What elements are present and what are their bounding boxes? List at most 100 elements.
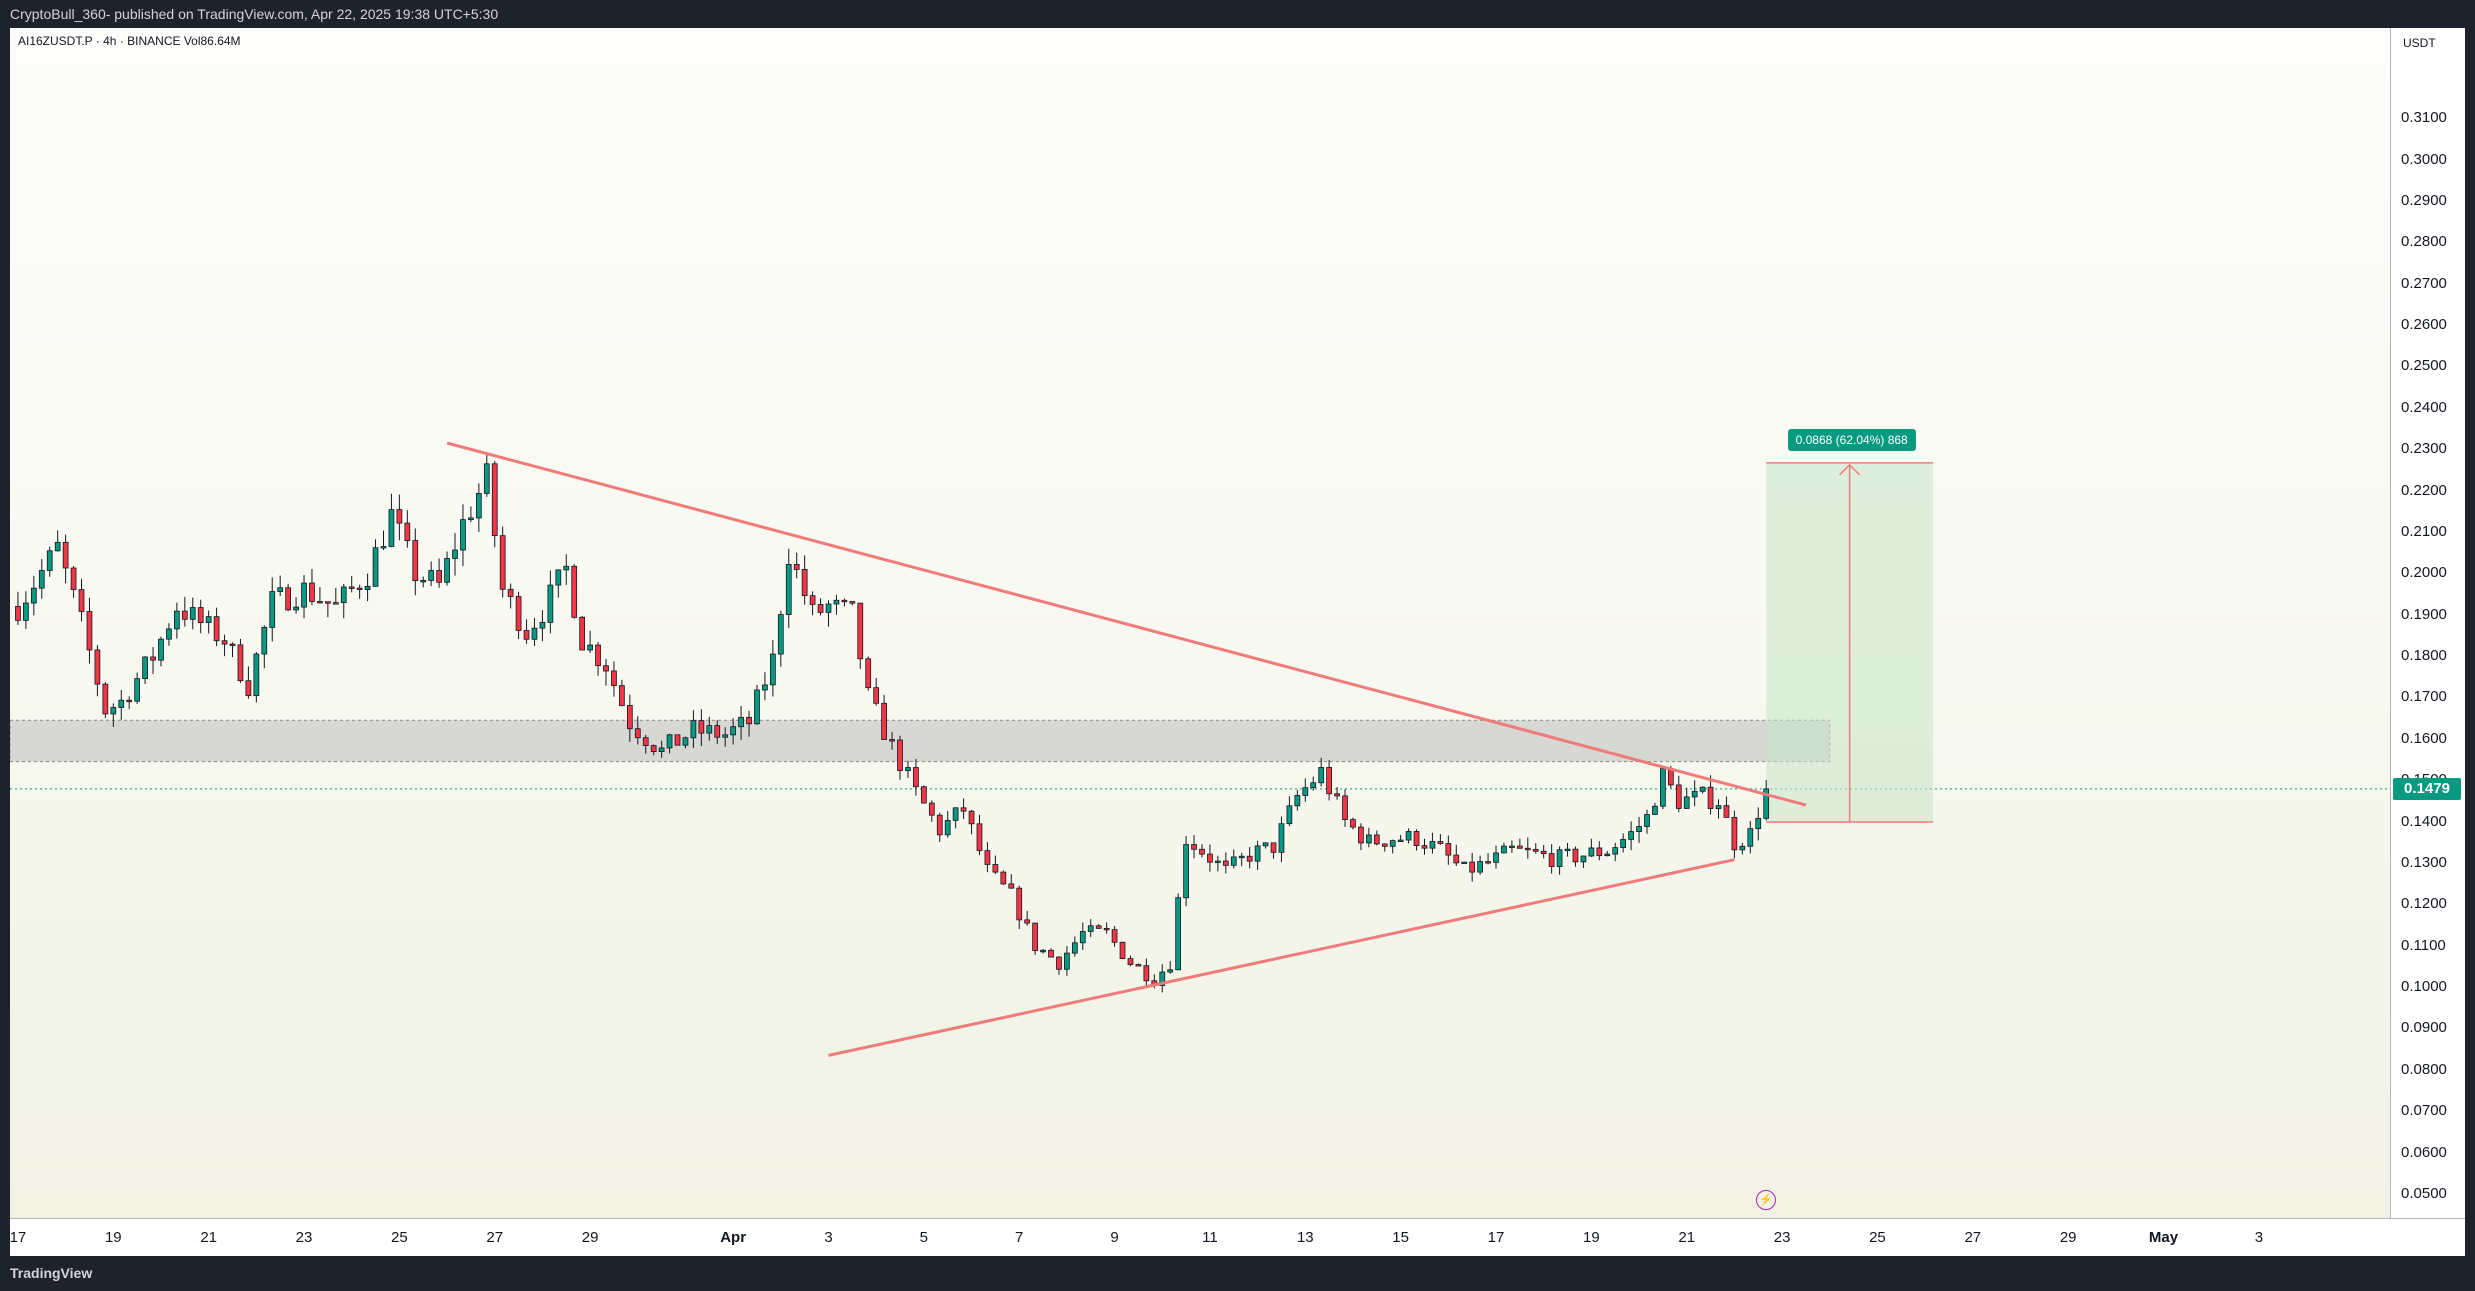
time-tick: 21 [200,1229,217,1246]
candle [587,630,593,653]
candle [507,583,514,609]
candle [62,534,69,584]
candle-body-up [1064,952,1070,970]
candle [1318,757,1325,787]
candle-body-up [1238,855,1245,859]
candle [221,634,228,657]
chart-pane[interactable]: AI16ZUSDT.P · 4h · BINANCE Vol86.64M 0.0… [10,28,2390,1218]
candle [897,735,903,780]
candle [515,591,522,639]
chart-canvas[interactable] [10,28,2390,1218]
time-axis[interactable]: 17 19 21 23 25 27 29 Apr 3 5 7 9 11 13 15 17 19 21 23 25 27 2… [10,1218,2465,1256]
price-tick: 0.0900 [2401,1019,2447,1037]
candle-body-up [189,607,196,620]
candle-body-down [1516,845,1523,849]
candle-body-down [1596,847,1603,857]
right-border [2465,28,2475,1291]
last-price-label: 0.1479 [2393,777,2461,800]
candle-body-down [968,810,975,825]
candle [1548,844,1555,874]
candle-body-up [1580,855,1587,863]
candle-body-down [1016,887,1023,921]
candle [229,642,236,658]
candle [1342,789,1348,827]
time-tick: 21 [1678,1229,1696,1246]
time-tick: 19 [104,1229,122,1246]
candle [1159,964,1166,993]
candle-body-up [1691,790,1698,798]
candle [1397,834,1404,842]
candle-body-up [1278,823,1285,853]
candle [1556,846,1563,875]
candle-body-down [960,807,967,812]
candle-body-up [340,586,347,604]
time-tick: 9 [1110,1229,1119,1246]
candle [1699,786,1706,794]
candle-body-up [1652,805,1658,815]
candle-body-down [1127,958,1134,965]
candle [889,731,895,750]
candle-body-down [1095,925,1102,929]
candle [642,734,649,754]
candle-body-up [777,614,784,655]
candle [976,814,983,856]
time-tick: 17 [9,1229,27,1246]
candle [881,694,887,740]
candle [1366,827,1372,848]
candle [1064,945,1070,976]
candle-body-down [992,864,999,873]
candle-body-down [94,649,101,685]
candle [205,610,212,634]
candle [1524,837,1531,859]
candle-body-down [1024,919,1031,924]
candle [142,656,148,684]
candle-body-down [1270,842,1277,853]
candle-body-up [205,616,212,623]
candle-body-up [666,734,673,749]
candle [1715,799,1722,819]
candle-body-up [754,689,760,725]
price-tick: 0.2900 [2401,191,2447,209]
candle [372,539,379,587]
candle-body-down [1413,831,1420,847]
candle [444,551,450,586]
candle-body-down [1453,854,1460,864]
candle-body-up [1310,782,1317,789]
candle [468,506,474,523]
candle-body-up [420,580,427,583]
candle [1604,850,1611,857]
candle [54,530,61,552]
candle-body-up [738,716,744,728]
time-tick: 13 [1296,1229,1314,1246]
candle-body-down [356,587,363,590]
candle-body-down [1246,855,1253,862]
candle [38,559,45,599]
price-axis[interactable]: USDT 0.0500 0.0600 0.0700 0.0800 0.0900 0.100… [2390,28,2465,1218]
candle [102,682,109,719]
candle-body-down [1326,767,1332,795]
footer-bar: TradingView [0,1256,2475,1291]
candle-body-up [1429,841,1436,849]
candle [1191,835,1197,859]
candle-body-down [984,850,991,865]
candle [483,454,490,497]
candle-body-down [873,687,880,704]
candle-body-up [1620,839,1627,848]
candle [777,610,784,667]
candle-body-down [1048,949,1054,958]
candle [801,555,808,605]
candle-body-down [674,734,681,746]
time-tick: 27 [1964,1229,1982,1246]
lightning-icon[interactable]: ⚡ [1756,1190,1777,1210]
candle-body-down [1731,816,1738,851]
candle-body-down [1342,795,1348,820]
price-tick: 0.1900 [2401,605,2447,623]
measure-arrow-head [1839,463,1861,476]
candle [849,601,856,606]
publish-header: CryptoBull_360- published on TradingView… [0,0,2475,28]
candle [460,504,466,567]
candle [1652,802,1658,815]
candle-body-down [404,522,411,541]
candle [1103,922,1110,934]
candle [1222,852,1229,874]
